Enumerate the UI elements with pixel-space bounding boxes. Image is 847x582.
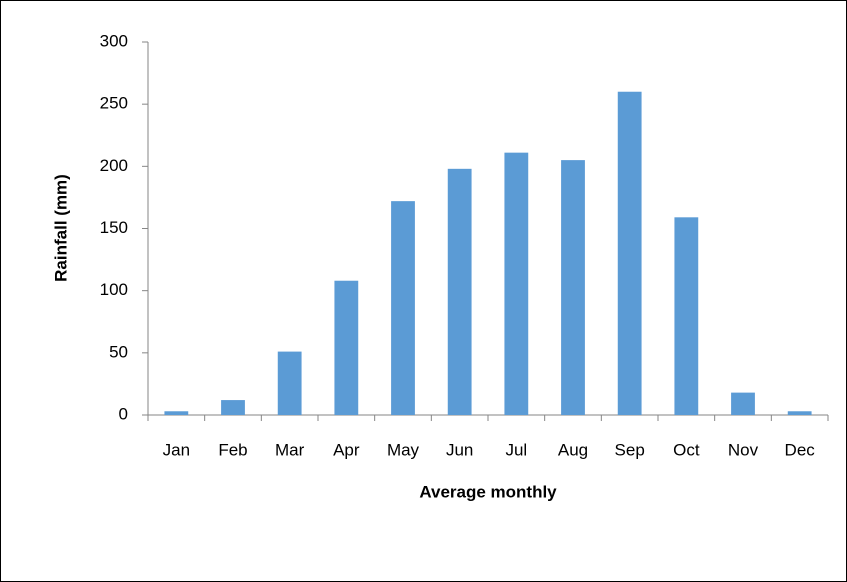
y-tick-label: 150	[100, 218, 128, 237]
x-tick-label: Nov	[728, 440, 759, 459]
y-tick-label: 300	[100, 31, 128, 50]
y-tick-label: 0	[119, 404, 128, 423]
bar	[221, 400, 245, 415]
x-tick-label: Mar	[275, 440, 305, 459]
bar	[617, 91, 642, 415]
x-tick-label: Jun	[446, 440, 473, 459]
y-tick-label: 50	[109, 342, 128, 361]
y-tick-label: 200	[100, 156, 128, 175]
x-tick-label: Jul	[505, 440, 527, 459]
bar	[731, 392, 755, 415]
x-tick-label: Oct	[673, 440, 700, 459]
bar	[334, 280, 359, 415]
bar	[277, 351, 302, 415]
y-tick-label: 250	[100, 94, 128, 113]
x-tick-label: Feb	[218, 440, 247, 459]
x-tick-label: Sep	[615, 440, 645, 459]
bar	[787, 411, 812, 415]
bar	[447, 168, 472, 415]
y-tick-label: 100	[100, 280, 128, 299]
y-axis-title: Rainfall (mm)	[51, 174, 70, 282]
bar	[164, 411, 189, 415]
bar	[504, 152, 529, 415]
x-tick-label: Apr	[333, 440, 360, 459]
x-axis-title: Average monthly	[419, 482, 557, 501]
x-tick-label: Jan	[163, 440, 190, 459]
x-tick-label: May	[387, 440, 420, 459]
x-tick-label: Dec	[785, 440, 816, 459]
x-tick-label: Aug	[558, 440, 588, 459]
bar	[674, 217, 699, 415]
bar	[391, 201, 415, 415]
bar	[561, 160, 585, 415]
